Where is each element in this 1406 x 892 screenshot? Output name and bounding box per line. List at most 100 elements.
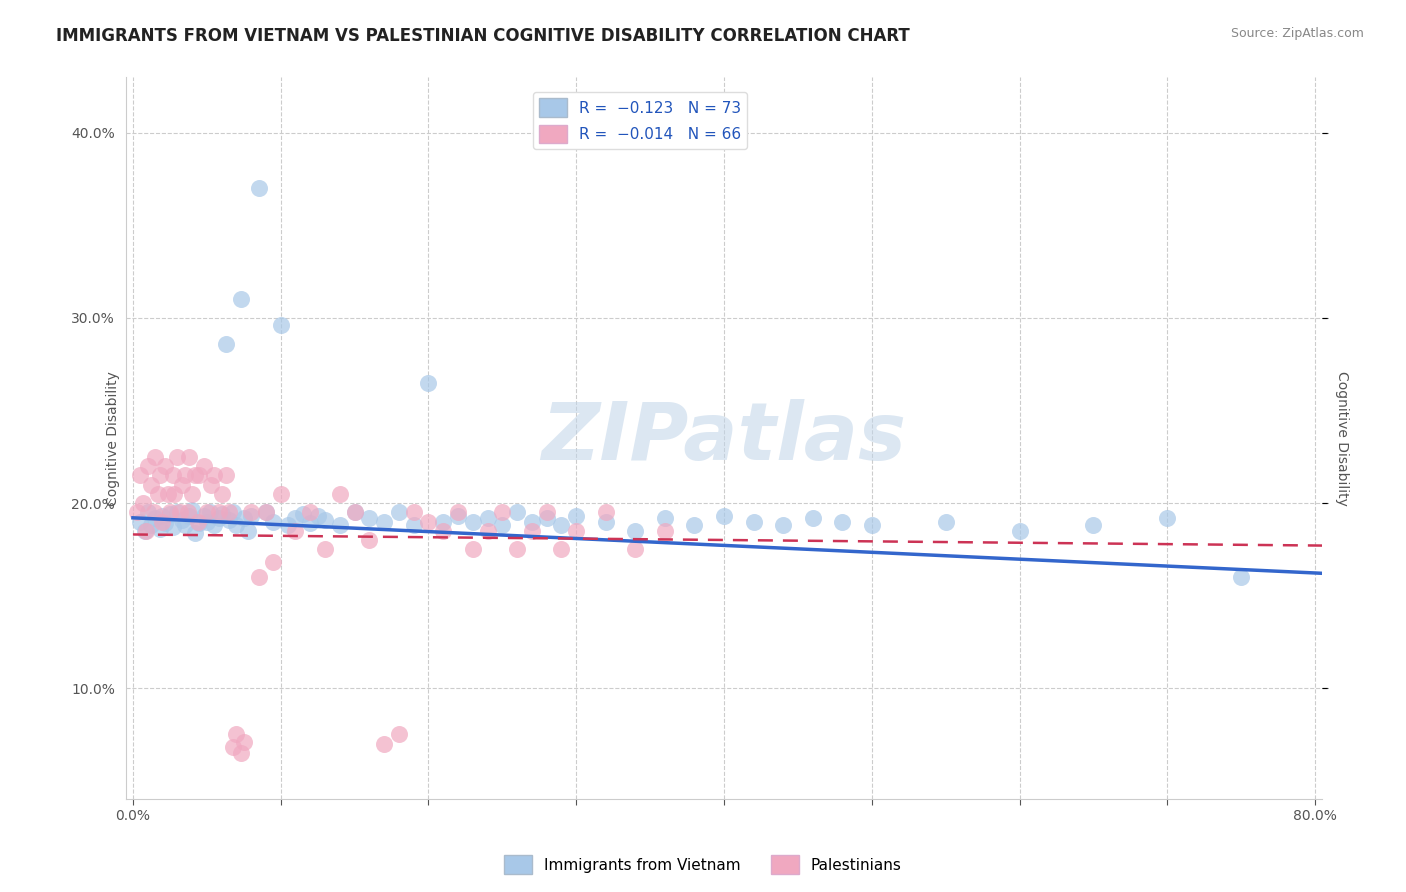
Point (831, 515, 853, 529)
Point (247, 570, 270, 584)
Point (238, 524, 260, 538)
Point (211, 487, 233, 501)
Point (373, 737, 395, 751)
Point (225, 518, 247, 533)
Point (215, 337, 238, 351)
Point (143, 450, 166, 464)
Point (163, 487, 186, 501)
Point (225, 727, 247, 741)
Point (359, 511, 381, 525)
Point (359, 533, 381, 547)
Point (343, 505, 366, 519)
Point (193, 508, 215, 523)
Point (152, 508, 174, 523)
Point (240, 505, 263, 519)
Point (713, 508, 735, 523)
Point (388, 727, 411, 741)
Point (162, 520, 184, 534)
Point (299, 516, 322, 531)
Point (254, 505, 277, 519)
Point (166, 505, 188, 519)
Point (624, 524, 647, 538)
Point (222, 505, 245, 519)
Point (418, 515, 440, 529)
Point (314, 513, 336, 527)
Point (200, 477, 222, 491)
Point (177, 450, 200, 464)
Point (284, 511, 307, 525)
Point (624, 542, 647, 557)
Point (211, 507, 233, 521)
Point (170, 513, 193, 527)
Point (129, 468, 152, 483)
Point (262, 555, 284, 569)
Point (155, 458, 177, 473)
Point (461, 542, 484, 557)
Point (461, 515, 484, 529)
Point (654, 524, 676, 538)
Point (188, 516, 211, 531)
Point (506, 505, 529, 519)
Point (270, 318, 292, 333)
Point (860, 518, 883, 533)
Point (134, 524, 156, 538)
Point (291, 507, 314, 521)
Point (307, 508, 329, 523)
Point (772, 518, 794, 533)
Point (218, 513, 240, 527)
Point (262, 515, 284, 529)
Point (373, 515, 395, 529)
Point (388, 505, 411, 519)
Point (1230, 570, 1253, 584)
Point (127, 505, 149, 519)
Point (432, 515, 454, 529)
Point (176, 505, 198, 519)
Point (232, 735, 254, 749)
Point (169, 505, 191, 519)
Point (447, 505, 470, 519)
Point (520, 515, 543, 529)
Point (157, 487, 180, 501)
Point (195, 505, 218, 519)
Point (159, 507, 181, 521)
Point (215, 468, 238, 483)
Point (143, 511, 166, 525)
Point (595, 505, 617, 519)
Point (402, 505, 425, 519)
Point (742, 515, 765, 529)
Point (139, 518, 162, 533)
Point (148, 522, 170, 536)
Point (536, 505, 558, 519)
Point (402, 518, 425, 533)
Point (595, 515, 617, 529)
Legend: Immigrants from Vietnam, Palestinians: Immigrants from Vietnam, Palestinians (498, 849, 908, 880)
Point (173, 468, 195, 483)
Text: Source: ZipAtlas.com: Source: ZipAtlas.com (1230, 27, 1364, 40)
Point (801, 511, 824, 525)
Point (155, 516, 177, 531)
Point (202, 518, 225, 533)
Point (491, 518, 513, 533)
Point (418, 376, 440, 390)
Point (343, 505, 366, 519)
Legend: R =  −0.123   N = 73, R =  −0.014   N = 66: R = −0.123 N = 73, R = −0.014 N = 66 (533, 92, 747, 150)
Point (232, 511, 254, 525)
Point (270, 487, 292, 501)
Point (520, 524, 543, 538)
Point (329, 518, 352, 533)
Point (254, 505, 277, 519)
Point (491, 505, 513, 519)
Point (1083, 518, 1105, 533)
Point (166, 450, 188, 464)
Point (136, 458, 159, 473)
Point (136, 505, 159, 519)
Point (683, 518, 706, 533)
Point (177, 508, 200, 523)
Point (207, 511, 229, 525)
Point (132, 496, 155, 510)
Text: IMMIGRANTS FROM VIETNAM VS PALESTINIAN COGNITIVE DISABILITY CORRELATION CHART: IMMIGRANTS FROM VIETNAM VS PALESTINIAN C… (56, 27, 910, 45)
Point (198, 505, 221, 519)
Point (550, 542, 572, 557)
Point (222, 740, 245, 755)
Text: ZIPatlas: ZIPatlas (541, 400, 907, 477)
